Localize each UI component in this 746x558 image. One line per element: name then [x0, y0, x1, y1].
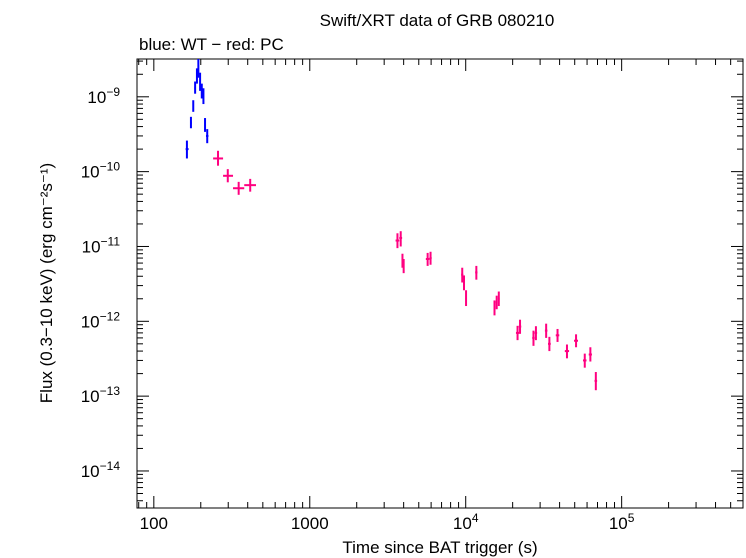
chart-title: Swift/XRT data of GRB 080210 — [320, 11, 555, 30]
data-point — [233, 181, 245, 195]
data-point — [425, 252, 430, 266]
data-point — [223, 169, 234, 183]
chart-subtitle: blue: WT − red: PC — [139, 35, 284, 54]
data-point — [185, 140, 189, 159]
data-point — [582, 353, 587, 368]
data-point — [594, 372, 598, 391]
data-point — [189, 116, 192, 129]
plot-frame — [136, 58, 744, 509]
data-point — [495, 295, 498, 310]
data-point — [213, 150, 224, 166]
axis-ticks — [137, 59, 744, 508]
x-axis-label: Time since BAT trigger (s) — [342, 538, 537, 557]
data-point — [588, 347, 592, 362]
data-point — [395, 233, 400, 249]
x-tick-label: 100 — [140, 514, 168, 533]
data-point — [518, 319, 522, 334]
y-tick-exponent: −11 — [101, 234, 121, 248]
data-point — [244, 178, 256, 192]
data-point — [555, 328, 560, 342]
data-point — [534, 326, 538, 341]
data-point — [544, 323, 548, 338]
data-point — [493, 300, 496, 316]
data-point — [564, 344, 570, 359]
y-tick-exponent: −14 — [100, 459, 121, 473]
data-point — [515, 325, 520, 341]
data-point — [475, 265, 478, 280]
data-point — [429, 251, 432, 265]
y-tick-exponent: −13 — [100, 384, 121, 398]
x-tick-exponent: 5 — [628, 511, 635, 525]
data-point — [192, 100, 195, 112]
data-point — [202, 88, 205, 105]
data-point — [497, 291, 500, 307]
data-point — [532, 330, 535, 346]
data-points — [185, 59, 598, 391]
data-point — [574, 334, 579, 348]
data-point — [462, 275, 465, 291]
x-tick-exponent: 4 — [472, 511, 479, 525]
wt-series — [185, 59, 209, 159]
data-point — [204, 118, 207, 132]
x-tick-label: 1000 — [291, 514, 329, 533]
pc-series — [213, 150, 598, 391]
data-point — [402, 259, 405, 274]
data-point — [465, 290, 468, 307]
y-tick-exponent: −12 — [100, 309, 121, 323]
data-point — [547, 336, 551, 352]
y-tick-exponent: −10 — [100, 160, 121, 174]
data-point — [461, 267, 464, 283]
data-point — [399, 231, 403, 247]
y-axis-label: Flux (0.3−10 keV) (erg cm⁻²s⁻¹) — [37, 163, 56, 403]
data-point — [194, 81, 197, 94]
data-point — [200, 83, 203, 99]
data-point — [199, 72, 202, 91]
y-tick-exponent: −9 — [106, 85, 120, 99]
data-point — [197, 59, 200, 78]
data-point — [205, 129, 209, 144]
